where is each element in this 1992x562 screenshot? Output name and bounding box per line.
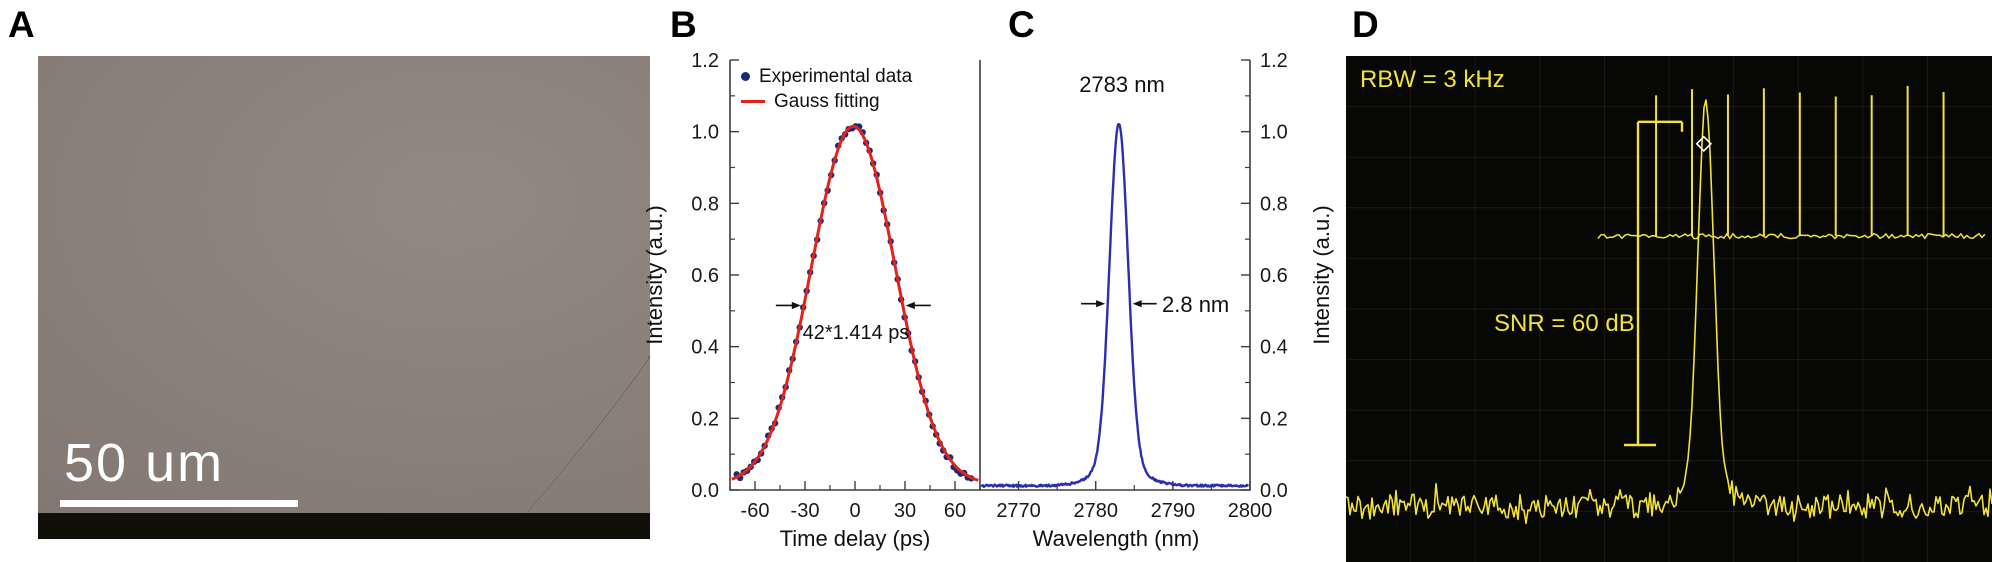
scale-bar: [60, 500, 298, 507]
pulse-width-annotation: 42*1.414 ps: [802, 322, 910, 344]
panel-c-letter: C: [1008, 4, 1035, 45]
sem-vignette: [38, 56, 650, 539]
svg-text:0.8: 0.8: [1260, 193, 1288, 215]
svg-text:1.0: 1.0: [1260, 122, 1288, 144]
panel-d-letter: D: [1352, 4, 1379, 45]
legend-item-experimental: Experimental data: [741, 64, 912, 89]
experimental-data-marker: [741, 72, 750, 81]
legend-label-gauss: Gauss fitting: [774, 90, 880, 112]
svg-text:0.0: 0.0: [1260, 480, 1288, 502]
scale-bar-label: 50 um: [64, 433, 225, 493]
b-x-axis-label: Time delay (ps): [779, 526, 931, 551]
svg-text:1.2: 1.2: [1260, 50, 1288, 72]
sem-image-panel: 50 um: [38, 56, 650, 539]
legend-item-gauss: Gauss fitting: [741, 89, 912, 114]
rbw-label: RBW = 3 kHz: [1360, 66, 1505, 93]
panel-b-letter: B: [670, 4, 697, 45]
c-x-axis-label: Wavelength (nm): [1032, 526, 1200, 551]
c-y-axis-label: Intensity (a.u.): [1309, 205, 1334, 345]
legend-label-experimental: Experimental data: [759, 65, 913, 87]
rf-spectrum-panel: RBW = 3 kHz SNR = 60 dB: [1346, 56, 1992, 562]
svg-text:0.4: 0.4: [1260, 337, 1288, 359]
svg-text:0.2: 0.2: [1260, 408, 1288, 430]
svg-text:1.2: 1.2: [691, 50, 719, 72]
svg-text:60: 60: [944, 500, 966, 522]
b-y-axis-label: Intensity (a.u.): [642, 205, 667, 345]
svg-text:2790: 2790: [1151, 500, 1196, 522]
legend: Experimental data Gauss fitting: [741, 64, 912, 114]
svg-text:0.6: 0.6: [1260, 265, 1288, 287]
svg-text:2780: 2780: [1073, 500, 1118, 522]
svg-text:2770: 2770: [996, 500, 1041, 522]
svg-text:0: 0: [849, 500, 860, 522]
svg-text:1.0: 1.0: [691, 122, 719, 144]
svg-text:0.8: 0.8: [691, 193, 719, 215]
svg-text:0.0: 0.0: [691, 480, 719, 502]
d-plot-svg: [1346, 56, 1992, 562]
peak-wavelength-annotation: 2783 nm: [1079, 72, 1165, 97]
snr-label: SNR = 60 dB: [1494, 310, 1635, 337]
svg-text:2800: 2800: [1228, 500, 1273, 522]
svg-text:-30: -30: [791, 500, 820, 522]
sem-bottom-strip: [38, 513, 650, 539]
svg-text:0.2: 0.2: [691, 408, 719, 430]
spectral-width-annotation: 2.8 nm: [1162, 292, 1230, 317]
svg-text:-60: -60: [741, 500, 770, 522]
panel-a-letter: A: [8, 4, 35, 45]
svg-text:0.6: 0.6: [691, 265, 719, 287]
gauss-fit-marker: [741, 100, 765, 103]
svg-text:30: 30: [894, 500, 916, 522]
svg-text:0.4: 0.4: [691, 337, 719, 359]
